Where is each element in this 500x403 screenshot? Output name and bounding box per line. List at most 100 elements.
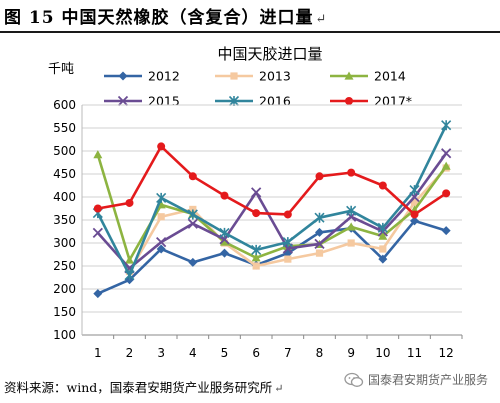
data-point: [156, 244, 166, 254]
y-axis-label: 千吨: [48, 62, 74, 77]
x-tick-label: 11: [407, 346, 422, 360]
y-tick-label: 150: [53, 305, 76, 319]
figure-title-text: 图 15 中国天然橡胶（含复合）进口量: [4, 8, 314, 28]
data-point: [187, 218, 198, 229]
line-chart: 中国天胶进口量 千吨 2012 2013 2014 2015 2016 2017* 100…: [48, 45, 463, 360]
x-tick-label: 6: [252, 346, 260, 360]
data-point: [251, 187, 262, 198]
figure-title: 图 15 中国天然橡胶（含复合）进口量 ↵: [4, 3, 327, 28]
legend-item: 2013: [215, 69, 291, 84]
series-line: [96, 152, 448, 270]
wechat-icon: [344, 372, 364, 387]
data-point: [378, 254, 388, 264]
data-point: [124, 270, 135, 281]
y-tick-label: 600: [53, 98, 76, 112]
legend: 2012 2013 2014 2015 2016 2017*: [104, 69, 412, 109]
data-point: [378, 181, 387, 190]
y-tick-label: 550: [53, 121, 76, 135]
data-point: [441, 148, 452, 159]
legend-marker: [344, 71, 354, 80]
data-point: [346, 222, 356, 231]
y-tick-label: 250: [53, 259, 76, 273]
data-point: [252, 262, 260, 270]
legend-marker: [228, 95, 240, 107]
title-rule: [0, 31, 500, 33]
data-point: [220, 237, 229, 246]
data-point: [441, 120, 452, 131]
data-point: [189, 205, 197, 214]
series-group: [92, 120, 452, 299]
legend-label: 2015: [148, 94, 180, 109]
x-tick-label: 4: [189, 346, 197, 360]
legend-marker: [230, 72, 238, 80]
legend-item: 2016: [215, 94, 291, 109]
data-point: [156, 192, 167, 203]
data-point: [157, 142, 166, 151]
legend-item: 2017*: [330, 94, 412, 109]
y-tick-label: 450: [53, 167, 76, 181]
data-point: [314, 238, 325, 250]
legend-label: 2013: [259, 69, 291, 84]
x-tick-label: 5: [221, 346, 229, 360]
data-point: [157, 213, 165, 221]
x-axis: 1 2 3 4 5 6 7 8 9 10 11 12: [94, 335, 463, 360]
data-point: [410, 210, 419, 219]
legend-label: 2014: [374, 69, 406, 84]
data-point: [187, 209, 198, 220]
data-point: [93, 289, 103, 299]
data-point: [92, 227, 103, 239]
watermark-text: 国泰君安期货产业服务: [367, 373, 488, 387]
data-point: [410, 198, 419, 207]
series-2016: [92, 120, 452, 281]
x-tick-label: 3: [157, 346, 165, 360]
y-tick-label: 100: [53, 328, 76, 342]
data-point: [379, 245, 387, 253]
x-tick-label: 1: [94, 346, 102, 360]
data-point: [283, 210, 292, 219]
x-tick-label: 9: [347, 346, 355, 360]
data-point: [252, 209, 261, 218]
x-tick-label: 8: [316, 346, 324, 360]
data-point: [315, 172, 324, 181]
source-text: 资料来源：wind，国泰君安期货产业服务研究所: [4, 380, 273, 395]
data-point: [378, 231, 388, 240]
data-point: [219, 227, 230, 238]
data-point: [282, 237, 293, 248]
watermark: 国泰君安期货产业服务: [344, 371, 488, 388]
chart-title: 中国天胶进口量: [217, 45, 322, 63]
data-point: [315, 227, 324, 237]
source-note: 资料来源：wind，国泰君安期货产业服务研究所 ↵: [4, 377, 283, 396]
paragraph-mark-icon: ↵: [315, 12, 328, 27]
y-tick-label: 500: [53, 144, 76, 158]
data-point: [315, 249, 324, 257]
legend-marker: [117, 95, 129, 107]
data-point: [377, 222, 388, 233]
legend-label: 2017*: [374, 94, 412, 109]
y-tick-label: 350: [53, 213, 76, 227]
data-point: [347, 239, 355, 247]
legend-item: 2014: [330, 69, 406, 84]
legend-label: 2012: [148, 69, 180, 84]
data-point: [314, 212, 325, 223]
x-tick-label: 12: [439, 346, 454, 360]
data-point: [441, 226, 451, 236]
y-axis: 100 150 200 250 300 350 400 450 500 550 600: [53, 98, 76, 342]
data-point: [251, 253, 261, 262]
y-tick-label: 200: [53, 282, 76, 296]
data-point: [410, 216, 419, 226]
data-point: [284, 255, 292, 263]
paragraph-mark-icon: ↵: [274, 382, 284, 395]
legend-marker: [345, 97, 353, 105]
data-point: [442, 189, 451, 198]
data-point: [251, 244, 262, 255]
series-line: [97, 145, 447, 216]
data-point: [125, 198, 134, 207]
series-line: [97, 219, 447, 295]
x-tick-label: 10: [375, 346, 390, 360]
x-tick-label: 2: [126, 346, 134, 360]
data-point: [441, 161, 451, 170]
data-point: [220, 191, 229, 200]
data-point: [346, 205, 357, 216]
series-line: [96, 124, 448, 277]
data-point: [220, 248, 229, 258]
